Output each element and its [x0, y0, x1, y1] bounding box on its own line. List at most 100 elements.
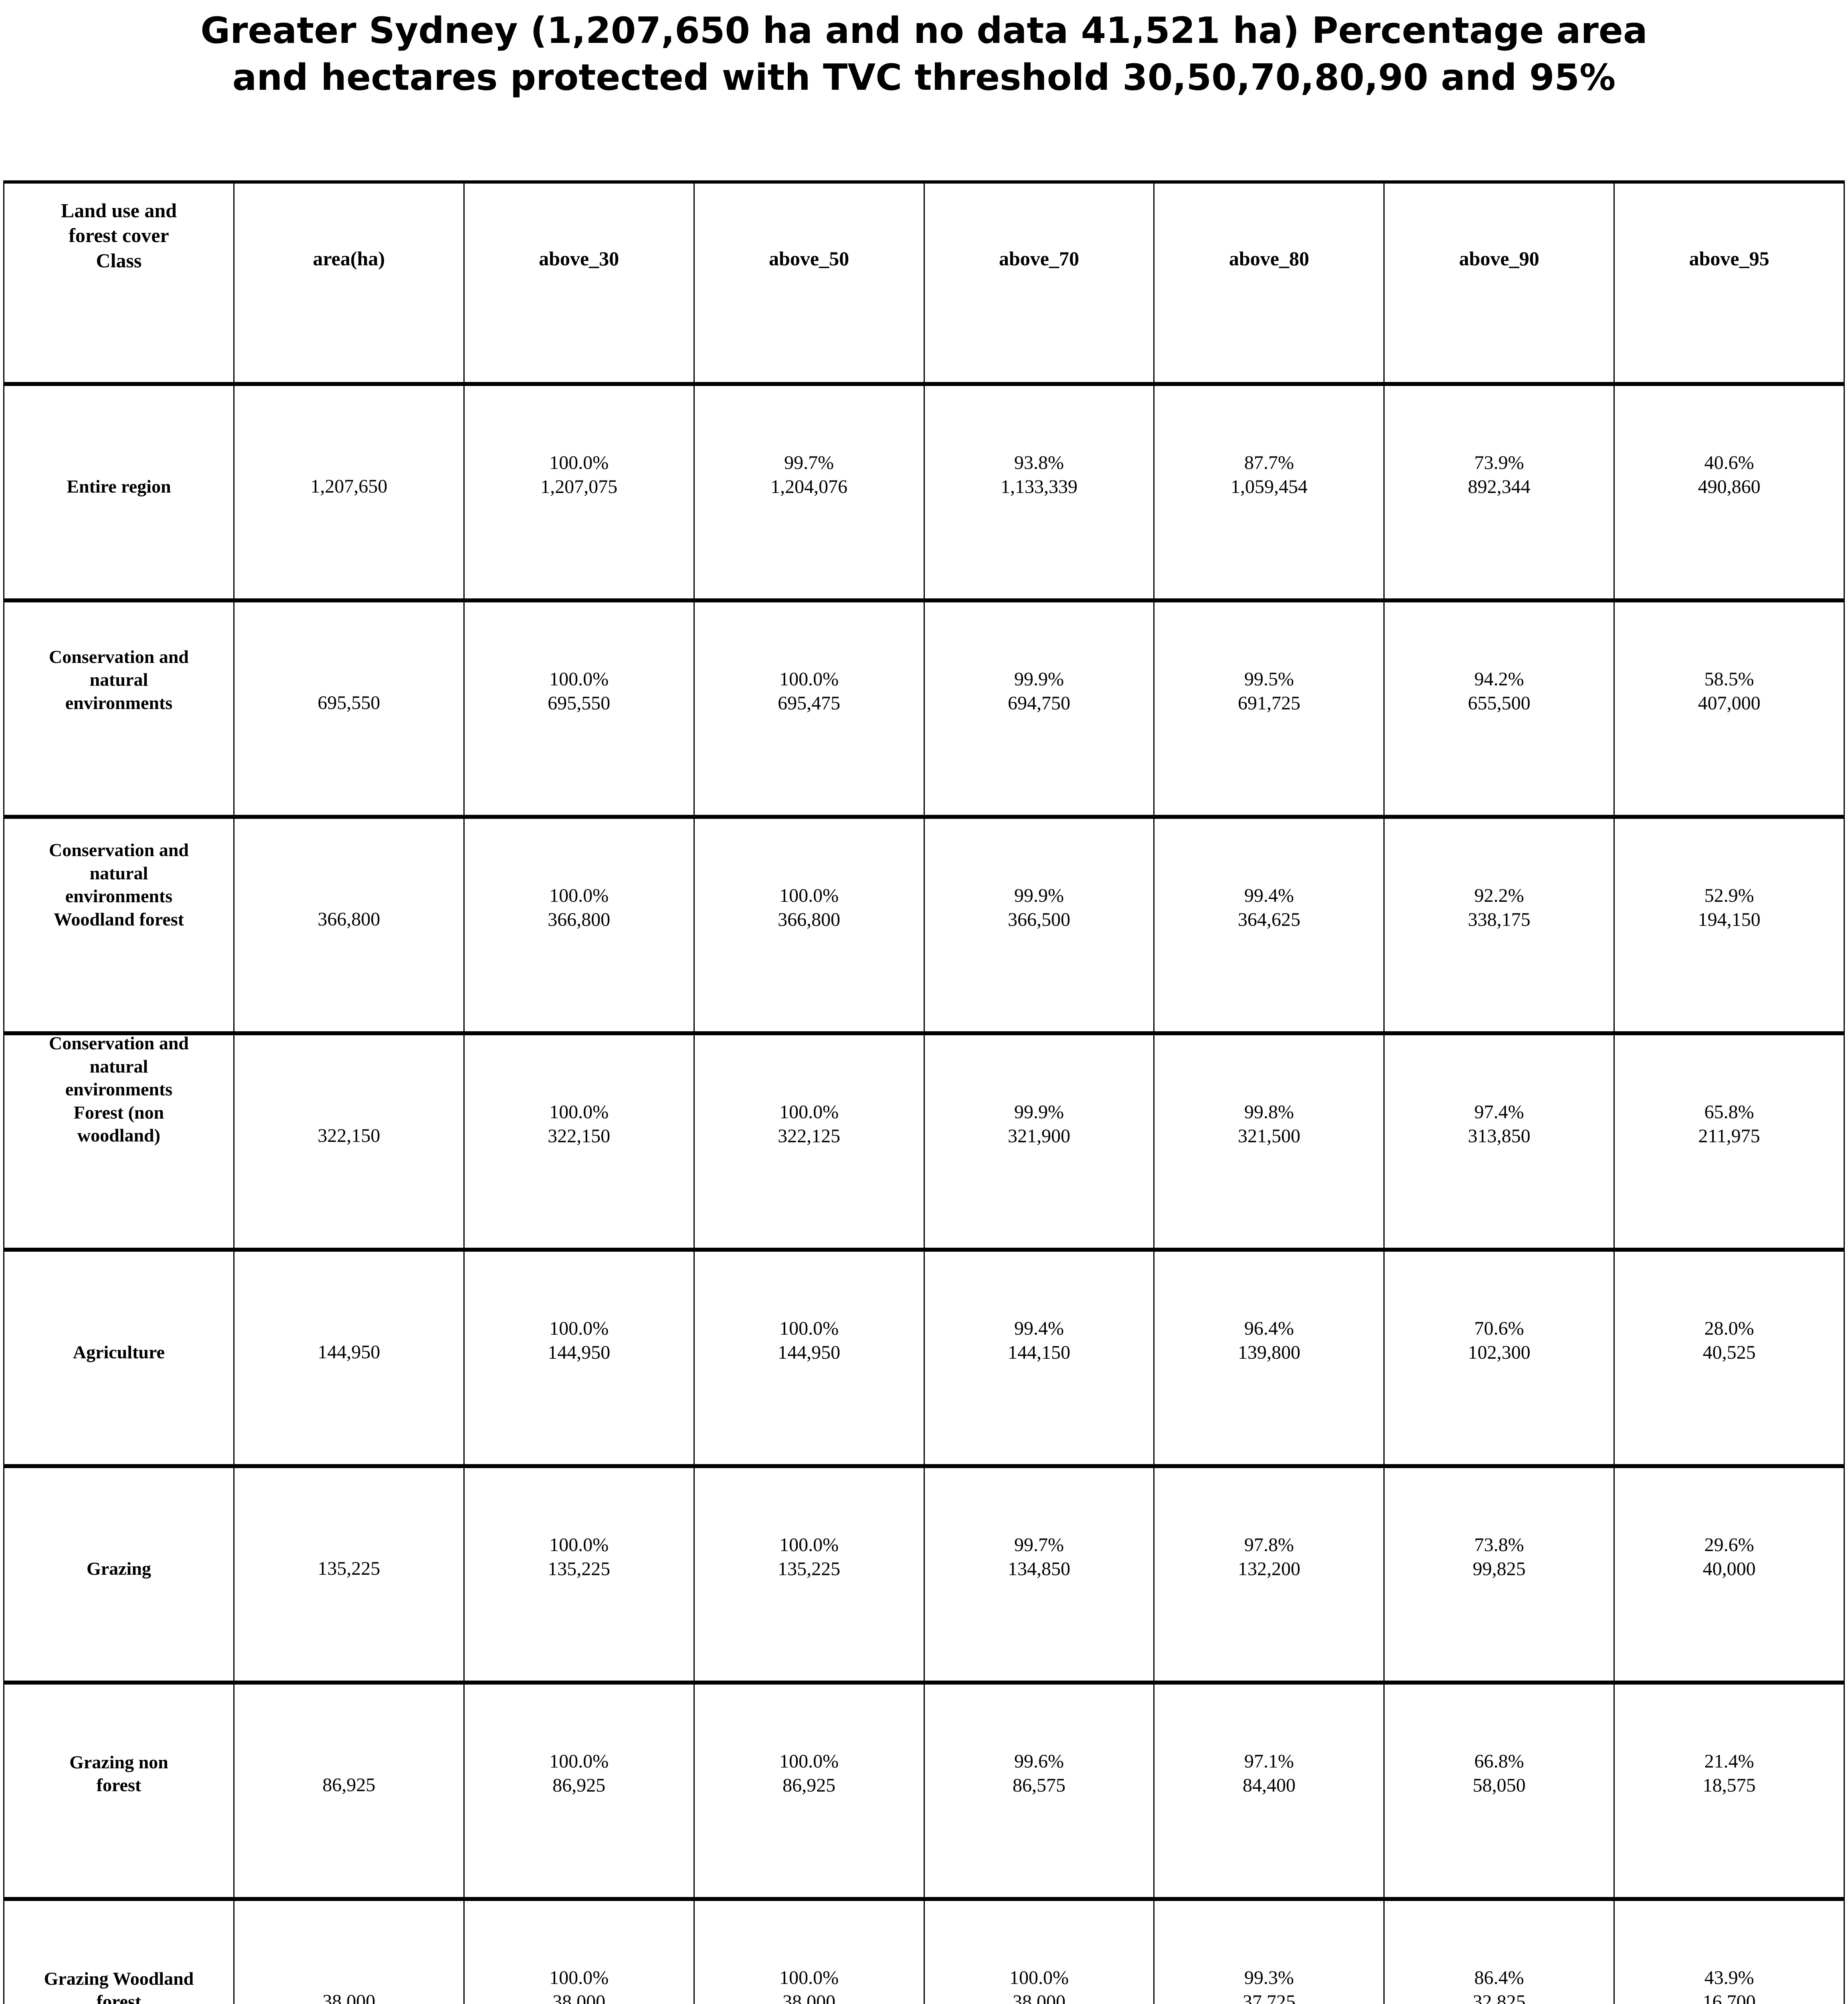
hectares-value: 695,550	[548, 693, 611, 714]
percent-value: 99.9%	[1014, 885, 1064, 906]
hectares-value: 84,400	[1242, 1775, 1296, 1796]
threshold-cell: 21.4% 18,575	[1613, 1683, 1845, 1899]
hectares-value: 1,059,454	[1230, 476, 1308, 497]
area-cell: 1,207,650	[233, 384, 465, 600]
area-cell: 144,950	[233, 1250, 465, 1466]
percent-value: 99.4%	[1244, 885, 1294, 906]
percent-value: 97.8%	[1244, 1534, 1294, 1556]
area-cell: 86,925	[233, 1683, 465, 1899]
threshold-cell: 73.9% 892,344	[1383, 384, 1615, 600]
table-row: Conservation and natural environments Fo…	[3, 1033, 1845, 1250]
percent-value: 100.0%	[1009, 1967, 1069, 1988]
threshold-cell: 100.0% 38,000	[463, 1899, 695, 2004]
hectares-value: 194,150	[1698, 909, 1761, 930]
percent-value: 58.5%	[1704, 669, 1754, 690]
hectares-value: 321,500	[1237, 1125, 1300, 1147]
threshold-cell: 52.9% 194,150	[1613, 817, 1845, 1033]
row-label: Grazing non forest	[3, 1683, 235, 1899]
table-row: Conservation and natural environments Wo…	[3, 817, 1845, 1033]
row-label: Conservation and natural environments Fo…	[3, 1033, 235, 1250]
hectares-value: 366,800	[778, 909, 841, 930]
column-header-above-70: above_70	[923, 182, 1155, 384]
threshold-cell: 29.6% 40,000	[1613, 1466, 1845, 1683]
percent-value: 99.3%	[1244, 1967, 1294, 1988]
percent-value: 52.9%	[1704, 885, 1754, 906]
percent-value: 99.5%	[1244, 669, 1294, 690]
percent-value: 100.0%	[779, 1751, 839, 1772]
hectares-value: 407,000	[1698, 693, 1761, 714]
hectares-value: 321,900	[1007, 1125, 1070, 1147]
percent-value: 70.6%	[1474, 1318, 1524, 1339]
percent-value: 100.0%	[549, 1318, 609, 1339]
threshold-cell: 70.6% 102,300	[1383, 1250, 1615, 1466]
hectares-value: 322,125	[778, 1125, 841, 1147]
percent-value: 94.2%	[1474, 669, 1524, 690]
threshold-cell: 93.8% 1,133,339	[923, 384, 1155, 600]
percent-value: 99.9%	[1014, 1101, 1064, 1123]
percent-value: 92.2%	[1474, 885, 1524, 906]
page-title-line1: Greater Sydney (1,207,650 ha and no data…	[200, 10, 1648, 52]
hectares-value: 38,000	[552, 1991, 606, 2004]
percent-value: 96.4%	[1244, 1318, 1294, 1339]
hectares-value: 1,204,076	[770, 476, 848, 497]
hectares-value: 58,050	[1472, 1775, 1526, 1796]
percent-value: 100.0%	[549, 1967, 609, 1988]
table-row: Grazing non forest 86,925 100.0% 86,925 100.…	[3, 1683, 1845, 1899]
threshold-cell: 73.8% 99,825	[1383, 1466, 1615, 1683]
threshold-cell: 94.2% 655,500	[1383, 600, 1615, 817]
area-cell: 322,150	[233, 1033, 465, 1250]
percent-value: 100.0%	[549, 452, 609, 473]
percent-value: 99.8%	[1244, 1101, 1294, 1123]
hectares-value: 37,725	[1242, 1991, 1296, 2004]
percent-value: 100.0%	[549, 1751, 609, 1772]
threshold-cell: 99.3% 37,725	[1153, 1899, 1385, 2004]
hectares-value: 211,975	[1698, 1125, 1760, 1147]
percent-value: 73.8%	[1474, 1534, 1524, 1556]
hectares-value: 691,725	[1237, 693, 1300, 714]
percent-value: 100.0%	[779, 669, 839, 690]
hectares-value: 655,500	[1468, 693, 1531, 714]
hectares-value: 135,225	[778, 1558, 841, 1580]
data-table: Land use and forest cover Class area(ha)…	[3, 180, 1845, 2004]
row-label: Agriculture	[3, 1250, 235, 1466]
table-row: Grazing 135,225 100.0% 135,225 100.0% 135,225…	[3, 1466, 1845, 1683]
threshold-cell: 100.0% 322,150	[463, 1033, 695, 1250]
percent-value: 100.0%	[779, 885, 839, 906]
row-label: Grazing Woodland forest	[3, 1899, 235, 2004]
percent-value: 100.0%	[779, 1318, 839, 1339]
percent-value: 99.7%	[784, 452, 834, 473]
area-cell: 38,000	[233, 1899, 465, 2004]
threshold-cell: 40.6% 490,860	[1613, 384, 1845, 600]
hectares-value: 892,344	[1468, 476, 1531, 497]
hectares-value: 18,575	[1702, 1775, 1756, 1796]
percent-value: 97.4%	[1474, 1101, 1524, 1123]
threshold-cell: 97.4% 313,850	[1383, 1033, 1615, 1250]
threshold-cell: 100.0% 86,925	[693, 1683, 925, 1899]
row-label: Entire region	[3, 384, 235, 600]
threshold-cell: 100.0% 366,800	[693, 817, 925, 1033]
threshold-cell: 28.0% 40,525	[1613, 1250, 1845, 1466]
hectares-value: 322,150	[548, 1125, 611, 1147]
threshold-cell: 96.4% 139,800	[1153, 1250, 1385, 1466]
threshold-cell: 100.0% 144,950	[693, 1250, 925, 1466]
hectares-value: 139,800	[1237, 1342, 1300, 1363]
percent-value: 100.0%	[779, 1967, 839, 1988]
table-body: Entire region 1,207,650 100.0% 1,207,075 99.…	[3, 384, 1845, 2004]
hectares-value: 135,225	[548, 1558, 611, 1580]
area-cell: 135,225	[233, 1466, 465, 1683]
hectares-value: 144,150	[1007, 1342, 1070, 1363]
row-label: Grazing	[3, 1466, 235, 1683]
percent-value: 29.6%	[1704, 1534, 1754, 1556]
percent-value: 100.0%	[549, 1101, 609, 1123]
hectares-value: 694,750	[1007, 693, 1070, 714]
threshold-cell: 100.0% 86,925	[463, 1683, 695, 1899]
threshold-cell: 65.8% 211,975	[1613, 1033, 1845, 1250]
percent-value: 40.6%	[1704, 452, 1754, 473]
hectares-value: 1,207,075	[540, 476, 618, 497]
threshold-cell: 100.0% 1,207,075	[463, 384, 695, 600]
hectares-value: 86,925	[552, 1775, 606, 1796]
threshold-cell: 97.8% 132,200	[1153, 1466, 1385, 1683]
threshold-cell: 100.0% 38,000	[923, 1899, 1155, 2004]
threshold-cell: 100.0% 695,475	[693, 600, 925, 817]
threshold-cell: 99.7% 1,204,076	[693, 384, 925, 600]
